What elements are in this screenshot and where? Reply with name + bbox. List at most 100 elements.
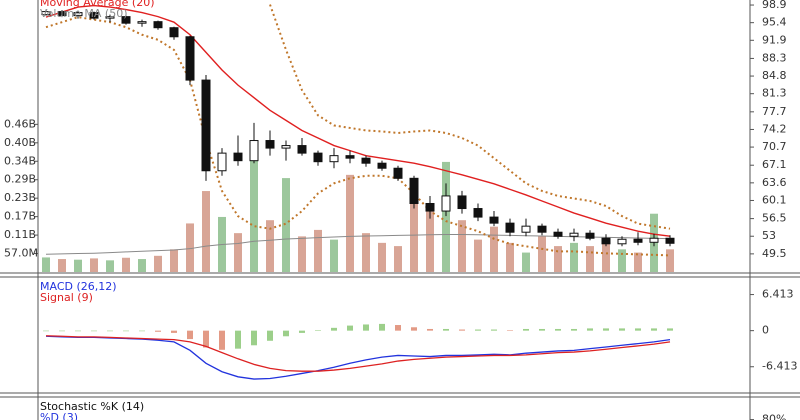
volume-bar bbox=[570, 242, 578, 272]
histogram-bar bbox=[619, 328, 625, 331]
volume-bar bbox=[138, 259, 146, 272]
y2-tick-label: 0.34B bbox=[4, 154, 36, 167]
volume-bar bbox=[618, 249, 626, 272]
volume-bar bbox=[362, 233, 370, 272]
y2-tick-label: 57.0M bbox=[4, 247, 38, 260]
volume-bar bbox=[122, 257, 130, 272]
histogram-bar bbox=[283, 330, 289, 337]
y-tick-label: 80% bbox=[762, 413, 786, 420]
histogram-bar bbox=[523, 328, 529, 331]
histogram-bar bbox=[379, 323, 385, 331]
volume-bar bbox=[490, 226, 498, 272]
y2-tick-label: 0.23B bbox=[4, 191, 36, 204]
histogram-bar bbox=[571, 328, 577, 331]
volume-bar bbox=[378, 242, 386, 272]
histogram-bar bbox=[219, 330, 225, 350]
histogram-bar bbox=[43, 330, 49, 332]
y2-tick-label: 0.46B bbox=[4, 117, 36, 130]
volume-bar bbox=[474, 239, 482, 272]
histogram-bar bbox=[267, 330, 273, 341]
y-tick-label: 56.5 bbox=[762, 212, 787, 225]
y-tick-label: 0 bbox=[762, 324, 769, 337]
volume-bar bbox=[90, 258, 98, 272]
histogram-bar bbox=[139, 330, 145, 332]
macd-line bbox=[45, 335, 671, 380]
volume-bar bbox=[522, 252, 530, 272]
candle-body bbox=[185, 36, 195, 81]
y-tick-label: 63.6 bbox=[762, 176, 787, 189]
volume-bar bbox=[586, 246, 594, 272]
histogram-bar bbox=[587, 328, 593, 331]
histogram-bar bbox=[427, 328, 433, 331]
candle-body bbox=[57, 11, 67, 17]
candle-body bbox=[345, 155, 355, 159]
candle-body bbox=[41, 11, 51, 16]
candle-body bbox=[217, 152, 227, 172]
plot-area bbox=[43, 323, 673, 380]
histogram-bar bbox=[75, 330, 81, 332]
candle-body bbox=[457, 195, 467, 210]
y-tick-label: 77.7 bbox=[762, 105, 787, 118]
y-tick-label: 91.9 bbox=[762, 33, 787, 46]
macd-line bbox=[45, 335, 671, 372]
histogram-bar bbox=[651, 328, 657, 331]
y2-tick-label: 0.11B bbox=[4, 228, 36, 241]
histogram-bar bbox=[299, 330, 305, 333]
volume-bar bbox=[282, 178, 290, 272]
candle-body bbox=[361, 157, 371, 164]
histogram-bar bbox=[203, 330, 209, 348]
legend-entry: MACD (26,12) bbox=[40, 280, 117, 293]
volume-bar bbox=[554, 246, 562, 272]
candle-body bbox=[233, 152, 243, 162]
candle-body bbox=[601, 237, 611, 245]
candle-body bbox=[169, 27, 179, 38]
candle-body bbox=[297, 145, 307, 154]
histogram-bar bbox=[235, 330, 241, 349]
y2-tick-label: 0.17B bbox=[4, 210, 36, 223]
candle-body bbox=[377, 162, 387, 169]
volume-bar bbox=[634, 252, 642, 272]
candle-body bbox=[393, 167, 403, 179]
volume-bar bbox=[314, 229, 322, 272]
band-lower bbox=[45, 16, 671, 257]
volume-ma-line bbox=[45, 233, 671, 255]
y-tick-label: 95.4 bbox=[762, 16, 787, 29]
histogram-bar bbox=[91, 330, 97, 332]
candle-body bbox=[537, 225, 547, 233]
candle-body bbox=[409, 177, 419, 204]
candle-body bbox=[329, 155, 339, 163]
y-tick-label: 88.3 bbox=[762, 51, 787, 64]
histogram-bar bbox=[475, 329, 481, 331]
volume-bar bbox=[154, 255, 162, 272]
legend-entry: Signal (9) bbox=[40, 291, 93, 304]
histogram-bar bbox=[603, 328, 609, 331]
histogram-bar bbox=[123, 330, 129, 332]
plot-area bbox=[41, 4, 675, 272]
y-tick-label: 70.7 bbox=[762, 140, 787, 153]
candle-body bbox=[569, 232, 579, 237]
volume-bar bbox=[602, 239, 610, 272]
candle-body bbox=[489, 216, 499, 224]
volume-bar bbox=[202, 191, 210, 272]
candle-body bbox=[265, 140, 275, 149]
histogram-bar bbox=[251, 330, 257, 346]
histogram-bar bbox=[187, 330, 193, 340]
volume-bar bbox=[298, 236, 306, 272]
candle-body bbox=[617, 238, 627, 245]
histogram-bar bbox=[635, 328, 641, 331]
histogram-bar bbox=[667, 328, 673, 331]
candle-body bbox=[665, 237, 675, 244]
candle-body bbox=[425, 202, 435, 212]
y-tick-label: 67.1 bbox=[762, 158, 787, 171]
candle-body bbox=[249, 140, 259, 162]
candle-body bbox=[313, 152, 323, 163]
histogram-bar bbox=[155, 330, 161, 332]
candle-body bbox=[105, 16, 115, 19]
histogram-bar bbox=[363, 324, 369, 331]
y2-tick-label: 0.40B bbox=[4, 136, 36, 149]
volume-bar bbox=[42, 257, 50, 272]
candle-body bbox=[73, 12, 83, 17]
candle-body bbox=[89, 12, 99, 19]
